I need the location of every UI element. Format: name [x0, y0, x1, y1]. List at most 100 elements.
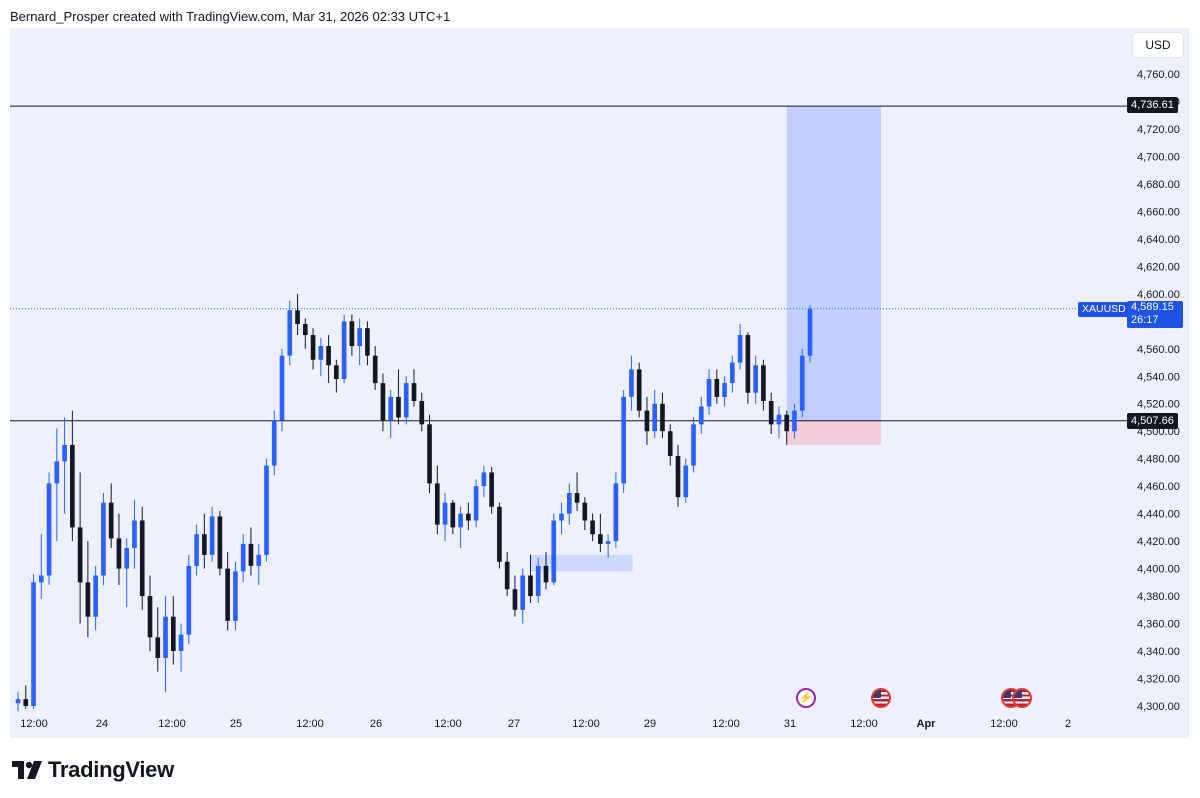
candle-body [287, 310, 293, 356]
last-price: 4,589.15 [1131, 301, 1174, 313]
candle-body [799, 355, 805, 411]
candle-body [512, 589, 518, 610]
candle-body [559, 513, 564, 521]
candle-body [256, 554, 262, 566]
candle-body [23, 699, 29, 706]
time-tick-label: 25 [230, 718, 242, 730]
time-tick-label: Apr [917, 718, 937, 730]
time-tick-label: 12:00 [20, 718, 48, 730]
last-price-box: 4,589.15 26:17 [1127, 301, 1183, 328]
time-tick-label: 12:00 [712, 718, 740, 730]
candle-body [613, 483, 619, 542]
price-tick-label: 4,540.00 [1137, 371, 1180, 383]
candle-body [202, 534, 207, 555]
candle-body [543, 565, 549, 583]
candle-body [147, 596, 153, 638]
candle-body [62, 444, 67, 462]
candle-body [784, 414, 790, 432]
us-flag-icon[interactable] [1012, 688, 1032, 708]
flash-event-icon[interactable]: ⚡ [796, 688, 816, 708]
candle-body [675, 455, 681, 498]
price-tick-label: 4,300.00 [1137, 701, 1180, 713]
candle-body [497, 506, 502, 562]
candle-body [326, 346, 331, 366]
candle-body [434, 483, 440, 525]
candle-body [70, 444, 75, 528]
price-tick-label: 4,340.00 [1137, 646, 1180, 658]
bar-countdown: 26:17 [1131, 314, 1159, 326]
price-tick-label: 4,560.00 [1137, 344, 1180, 356]
us-flag-icon[interactable] [871, 688, 891, 708]
candle-body [660, 403, 665, 432]
candle-body [357, 328, 362, 347]
candle-body [233, 571, 238, 621]
candle-body [38, 575, 44, 583]
candle-body [155, 637, 161, 658]
candle-body [388, 396, 394, 421]
candle-body [318, 346, 324, 360]
candle-body [101, 502, 106, 576]
price-tick-label: 4,520.00 [1137, 399, 1180, 411]
candle-body [528, 575, 533, 597]
candle-body [621, 396, 626, 484]
candle-body [365, 328, 370, 356]
candle-body [768, 400, 774, 425]
brand-name: TradingView [48, 757, 174, 782]
candle-body [31, 582, 36, 706]
candle-body [722, 383, 727, 397]
chart-panel[interactable]: 4,760.004,740.004,720.004,700.004,680.00… [10, 28, 1189, 738]
time-tick-label: 12:00 [572, 718, 600, 730]
candle-body [85, 582, 91, 617]
price-tick-label: 4,460.00 [1137, 481, 1180, 493]
candle-body [473, 486, 479, 521]
price-tick-label: 4,700.00 [1137, 151, 1180, 163]
candle-body [644, 410, 650, 432]
candle-body [295, 310, 300, 325]
time-tick-label: 12:00 [296, 718, 324, 730]
candle-body [598, 534, 603, 544]
price-chart[interactable]: 4,760.004,740.004,720.004,700.004,680.00… [10, 28, 1189, 738]
candle-body [310, 335, 316, 360]
candle-body [605, 541, 611, 544]
time-tick-label: 12:00 [990, 718, 1018, 730]
candle-body [209, 516, 215, 555]
candle-body [170, 616, 176, 652]
candle-body [186, 565, 192, 635]
candle-body [427, 424, 432, 484]
candle-body [54, 461, 60, 484]
candle-body [302, 324, 308, 336]
candle-body [745, 335, 751, 393]
candle-body [730, 362, 735, 384]
tradingview-logo[interactable]: TradingView [12, 757, 174, 783]
candle-body [163, 616, 168, 658]
stop-zone [786, 420, 882, 445]
time-tick-label: 12:00 [158, 718, 186, 730]
tv-logo-icon [12, 761, 42, 779]
candle-body [240, 543, 246, 572]
price-tick-label: 4,720.00 [1137, 124, 1180, 136]
candle-body [225, 568, 230, 621]
price-tick-label: 4,420.00 [1137, 536, 1180, 548]
candle-body [334, 365, 339, 380]
price-tick-label: 4,640.00 [1137, 234, 1180, 246]
candle-body [93, 575, 98, 617]
candle-body [761, 365, 766, 401]
candle-body [520, 575, 526, 610]
candle-body [629, 369, 634, 397]
price-tick-label: 4,620.00 [1137, 261, 1180, 273]
candle-body [714, 379, 720, 397]
price-tick-label: 4,660.00 [1137, 206, 1180, 218]
candle-body [535, 565, 541, 597]
candle-body [411, 383, 417, 401]
candle-body [458, 513, 463, 528]
price-tick-label: 4,500.00 [1137, 426, 1180, 438]
currency-button[interactable]: USD [1133, 33, 1183, 57]
time-tick-label: 31 [784, 718, 796, 730]
candle-body [652, 403, 658, 432]
candle-body [124, 548, 130, 569]
candle-body [419, 400, 425, 425]
candle-body [466, 513, 471, 521]
candle-body [636, 369, 642, 411]
candle-body [217, 516, 223, 569]
price-tick-label: 4,680.00 [1137, 179, 1180, 191]
